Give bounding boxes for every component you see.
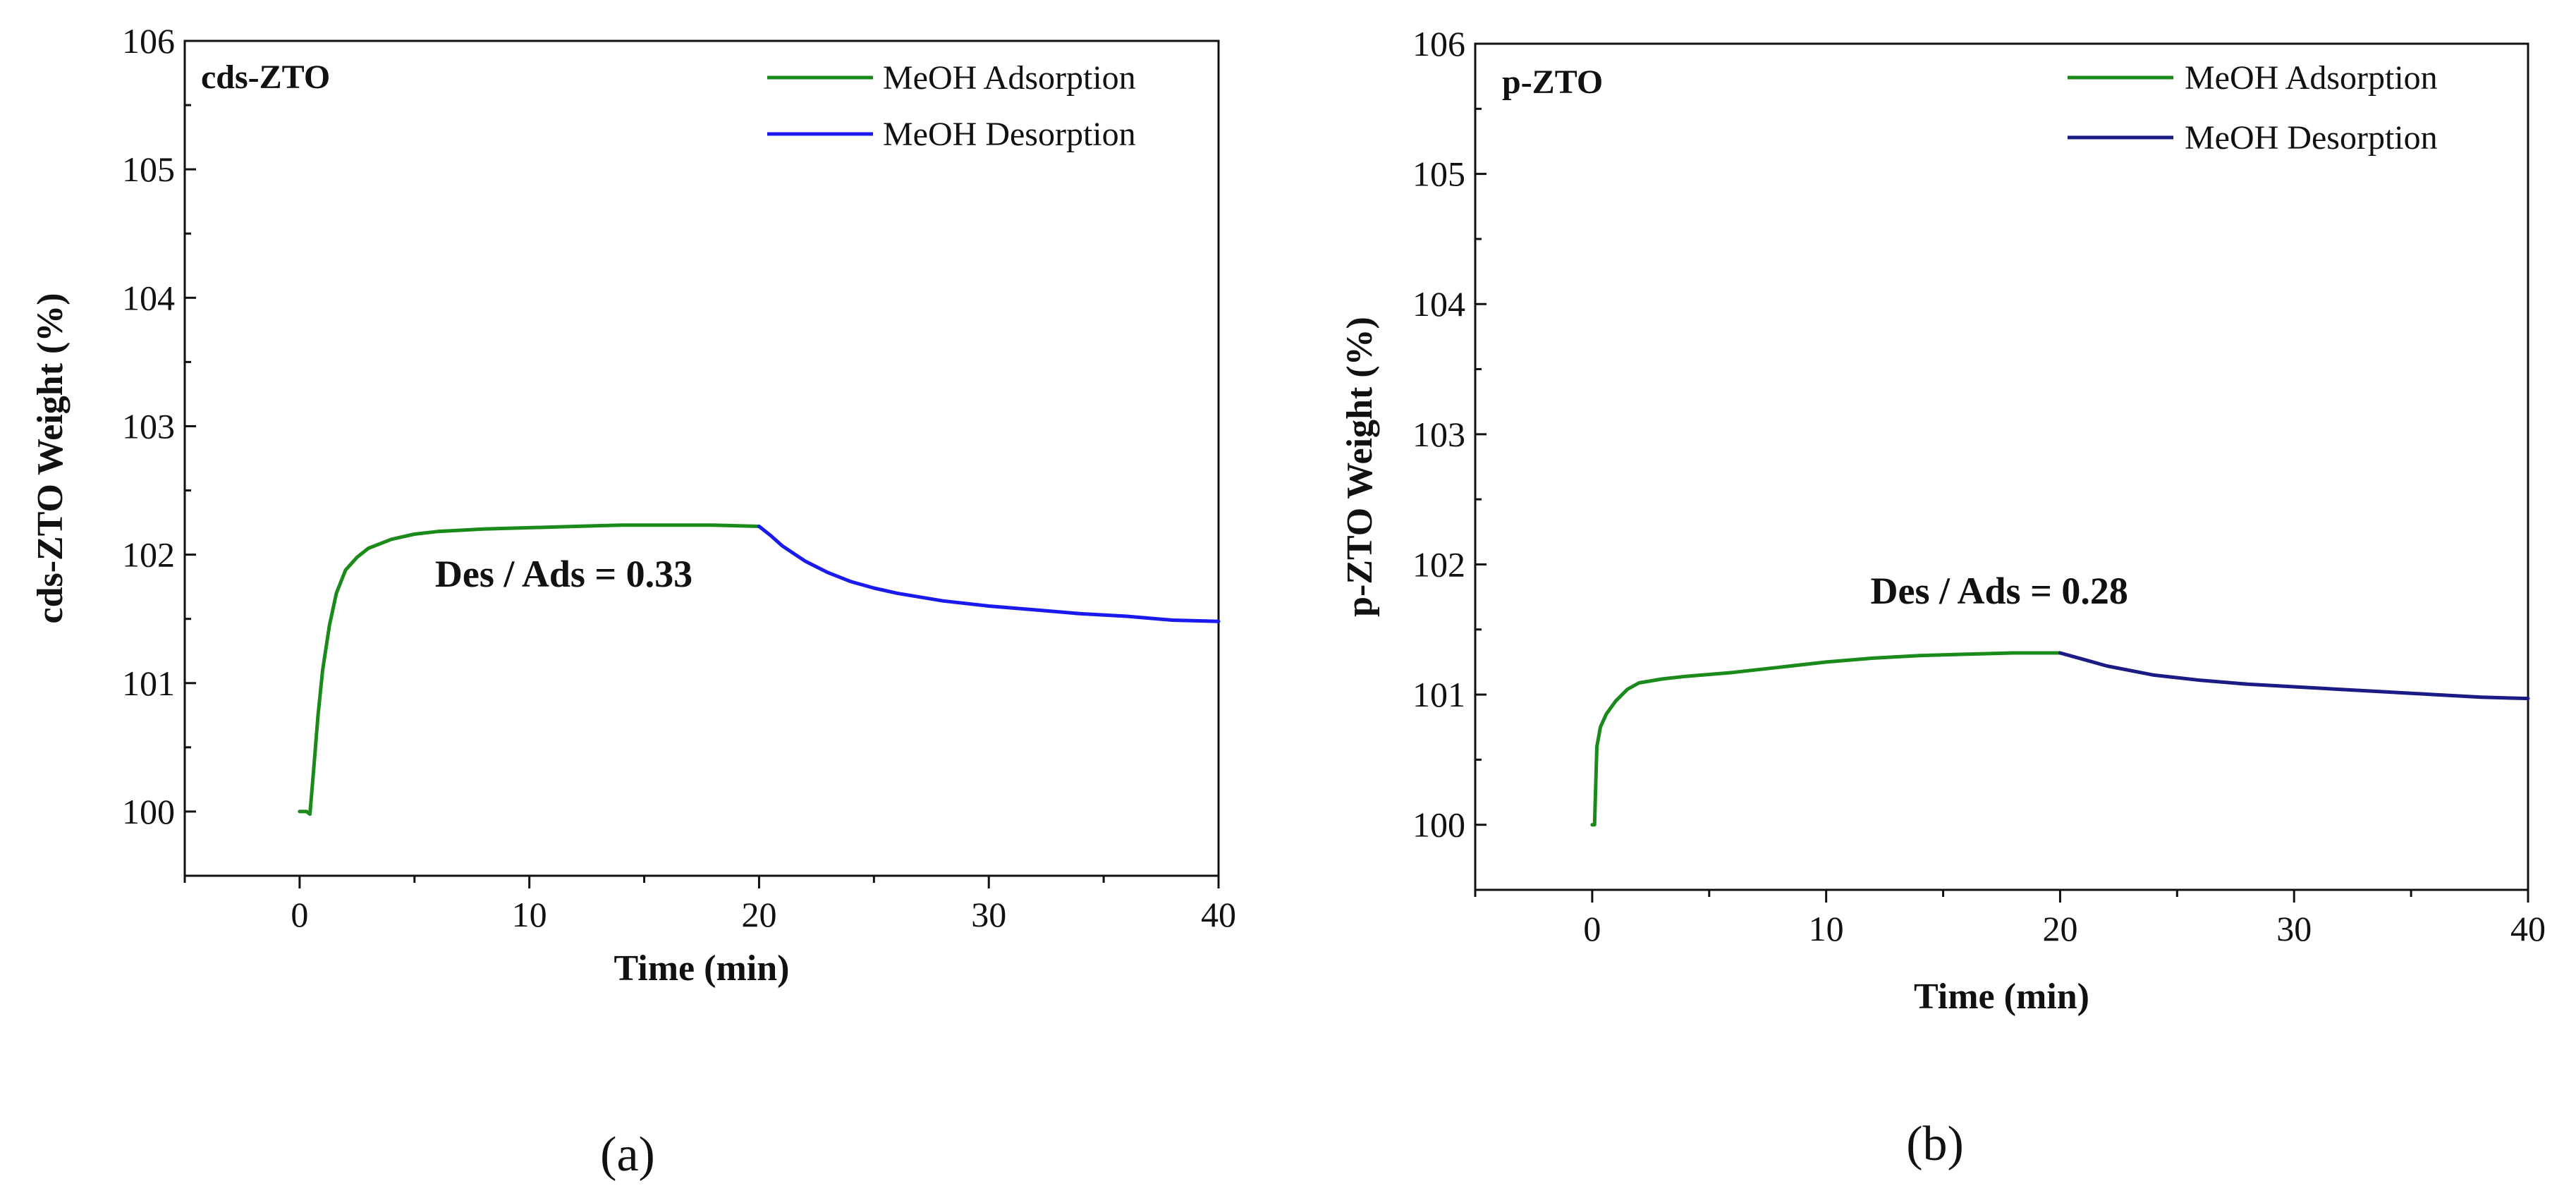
y-tick-label: 101 — [122, 664, 175, 703]
panel-caption: (b) — [1906, 1117, 1964, 1171]
x-tick-label: 30 — [2276, 909, 2312, 948]
series-line-meoh-adsorption — [1590, 651, 2062, 827]
series-line-meoh-adsorption — [298, 523, 761, 817]
y-tick-label: 100 — [1412, 805, 1465, 845]
x-tick-label: 10 — [512, 895, 547, 934]
y-tick-label: 105 — [1412, 154, 1465, 194]
plot-frame — [1474, 42, 2529, 891]
y-tick-label: 103 — [1412, 415, 1465, 454]
x-tick-label: 0 — [291, 895, 308, 934]
series-line-meoh-desorption — [757, 525, 1221, 623]
y-axis-title: p-ZTO Weight (%) — [1340, 317, 1380, 617]
x-tick-label: 10 — [1809, 909, 1844, 948]
plot-frame — [183, 39, 1220, 877]
panel-tag: cds-ZTO — [201, 59, 330, 96]
y-tick-label: 105 — [122, 149, 175, 189]
panel-tag: p-ZTO — [1502, 63, 1603, 101]
panel-b-chart: 100 101 102 103 104 105 106 0 10 20 30 40 Time (min)… — [1340, 24, 2546, 1171]
x-tick-label: 20 — [741, 895, 776, 934]
y-tick-label: 103 — [122, 406, 175, 446]
y-tick-label: 104 — [1412, 284, 1465, 324]
panel-a-chart: 100 101 102 103 104 105 106 0 10 20 30 40 Time (min)… — [30, 21, 1236, 1182]
ratio-annotation: Des / Ads = 0.33 — [435, 553, 692, 595]
x-tick-label: 30 — [971, 895, 1006, 934]
legend-label: MeOH Desorption — [2185, 119, 2438, 157]
x-tick-label: 40 — [2510, 909, 2546, 948]
x-axis-title: Time (min) — [614, 948, 790, 989]
panel-caption: (a) — [600, 1127, 655, 1182]
y-tick-label: 102 — [1412, 544, 1465, 584]
series-line-meoh-desorption — [2058, 651, 2530, 701]
legend-label: MeOH Adsorption — [2185, 59, 2438, 97]
y-tick-label: 104 — [122, 278, 175, 317]
y-tick-label: 106 — [1412, 24, 1465, 63]
y-tick-label: 102 — [122, 535, 175, 575]
ratio-annotation: Des / Ads = 0.28 — [1871, 570, 2128, 612]
x-tick-label: 0 — [1583, 909, 1601, 948]
y-tick-label: 101 — [1412, 675, 1465, 714]
x-axis-title: Time (min) — [1914, 977, 2089, 1017]
y-tick-label: 100 — [122, 792, 175, 831]
y-axis-title: cds-ZTO Weight (%) — [30, 293, 71, 623]
y-tick-label: 106 — [122, 21, 175, 61]
x-tick-label: 20 — [2042, 909, 2077, 948]
legend-label: MeOH Adsorption — [883, 59, 1136, 97]
x-tick-label: 40 — [1201, 895, 1236, 934]
legend-label: MeOH Desorption — [883, 116, 1136, 153]
